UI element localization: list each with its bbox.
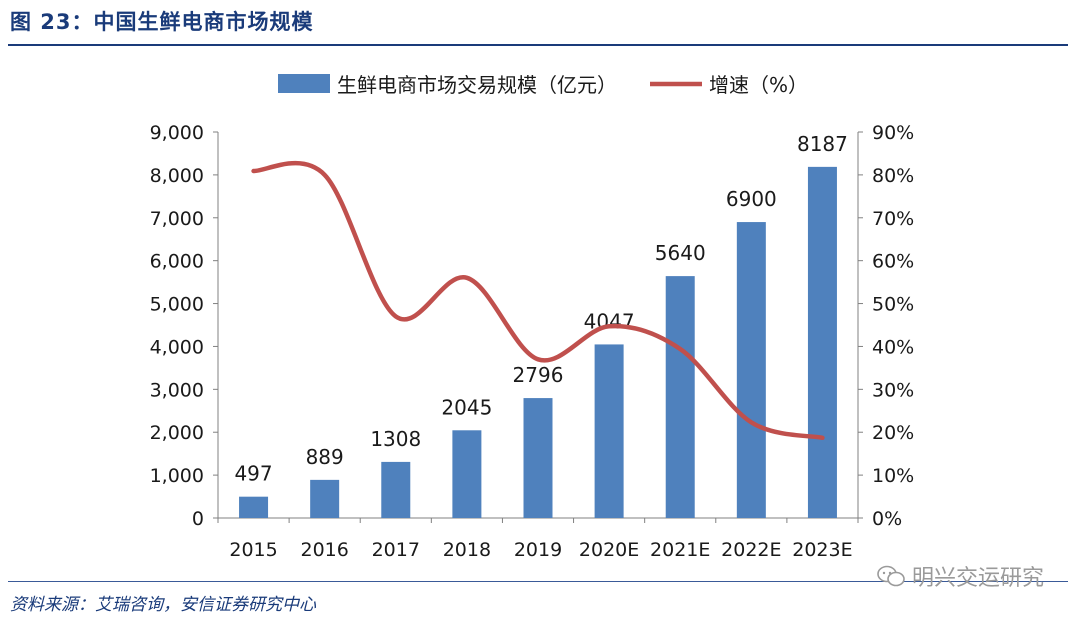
axes: 0 1,000 2,000 3,000 4,000 5,000 6,000 7,000 8,00…: [150, 122, 915, 561]
figure-title: 图 23：中国生鲜电商市场规模: [10, 10, 314, 34]
bar: [381, 461, 411, 518]
watermark-text: 明兴交运研究: [911, 566, 1044, 591]
bar: [807, 166, 837, 519]
source-rule: [8, 581, 1068, 582]
y-right-tick-label: 0%: [872, 508, 902, 530]
bar: [310, 479, 340, 518]
line-series: [251, 160, 825, 441]
bar: [452, 430, 482, 518]
data-labels: 497 889 1308 2045 2796 4047 5640 6900 8187: [234, 132, 847, 486]
bar-data-label: 5640: [655, 241, 706, 265]
y-right-tick-label: 40%: [872, 336, 914, 358]
y-left-tick-label: 7,000: [150, 208, 204, 230]
bar-data-label: 889: [306, 445, 344, 469]
y-left-tick-label: 8,000: [150, 165, 204, 187]
legend: 生鲜电商市场交易规模（亿元） 增速（%）: [278, 73, 808, 97]
x-tick-label: 2019: [514, 539, 562, 561]
bar: [594, 344, 624, 518]
growth-line: [251, 160, 825, 441]
bar-data-label: 497: [234, 462, 272, 486]
legend-label-bar: 生鲜电商市场交易规模（亿元）: [337, 73, 617, 97]
watermark: 明兴交运研究: [876, 560, 1044, 592]
y-left-tick-label: 4,000: [150, 336, 204, 358]
legend-swatch-bar: [278, 74, 330, 93]
y-right-tick-label: 80%: [872, 165, 914, 187]
legend-label-line: 增速（%）: [709, 73, 808, 97]
x-tick-label: 2017: [372, 539, 420, 561]
y-right-tick-label: 10%: [872, 465, 914, 487]
y-left-tick-label: 5,000: [150, 294, 204, 316]
y-right-tick-label: 20%: [872, 422, 914, 444]
x-tick-label: 2015: [229, 539, 277, 561]
bar: [239, 496, 269, 518]
title-rule: [8, 44, 1068, 46]
y-right-tick-label: 30%: [872, 379, 914, 401]
y-left-tick-label: 1,000: [150, 465, 204, 487]
y-left-tick-label: 0: [192, 508, 204, 530]
y-right-tick-label: 90%: [872, 122, 914, 144]
y-left-tick-label: 6,000: [150, 251, 204, 273]
y-right-tick-label: 70%: [872, 208, 914, 230]
y-right-tick-label: 50%: [872, 294, 914, 316]
x-tick-label: 2022E: [721, 539, 781, 561]
source-note: 资料来源：艾瑞咨询，安信证券研究中心: [10, 595, 316, 615]
bar: [523, 398, 553, 518]
x-tick-label: 2023E: [792, 539, 852, 561]
bar-series: [239, 166, 837, 519]
bar-data-label: 4047: [584, 309, 635, 333]
bar: [665, 276, 695, 518]
x-tick-label: 2021E: [650, 539, 710, 561]
y-left-tick-label: 9,000: [150, 122, 204, 144]
bar: [736, 222, 766, 519]
bar-data-label: 8187: [797, 132, 848, 156]
bar-data-label: 1308: [370, 427, 421, 451]
bar-data-label: 2796: [513, 363, 564, 387]
y-right-tick-label: 60%: [872, 251, 914, 273]
x-tick-label: 2020E: [579, 539, 639, 561]
bar-data-label: 2045: [441, 395, 492, 419]
y-left-tick-label: 2,000: [150, 422, 204, 444]
x-tick-label: 2018: [443, 539, 491, 561]
x-tick-label: 2016: [300, 539, 348, 561]
wechat-icon: [877, 565, 905, 587]
bar-data-label: 6900: [726, 187, 777, 211]
y-left-tick-label: 3,000: [150, 379, 204, 401]
